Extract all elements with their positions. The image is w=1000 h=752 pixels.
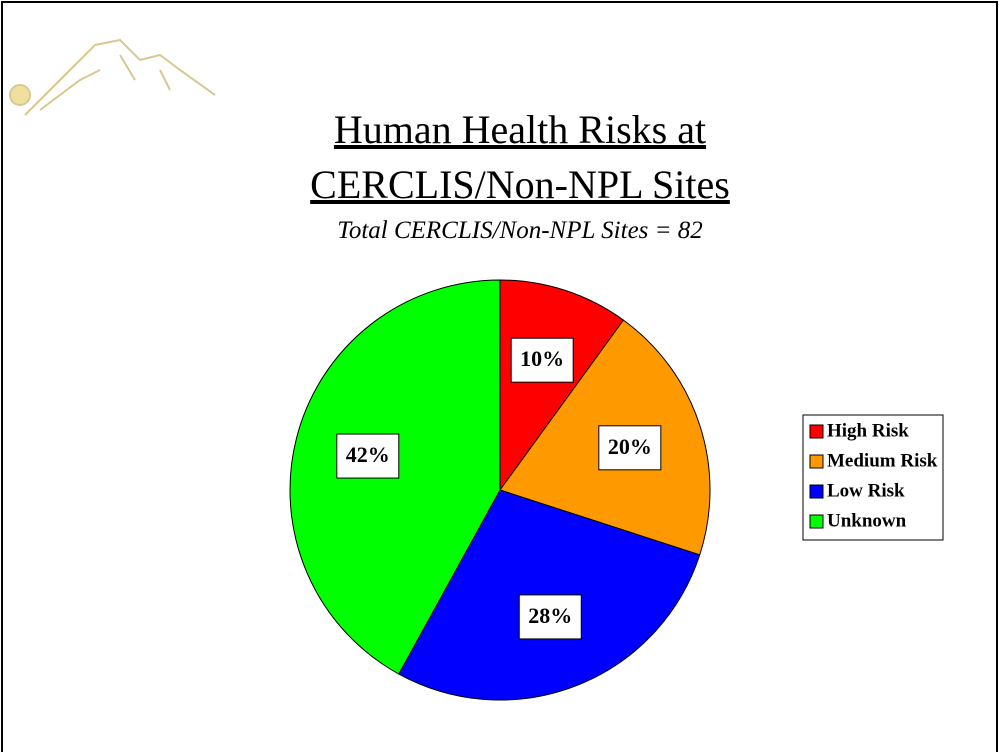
- legend-label: Unknown: [827, 510, 907, 531]
- legend-box: [802, 414, 944, 541]
- data-label-box: [336, 433, 400, 479]
- legend-swatch: [809, 514, 824, 529]
- data-label: 20%: [608, 434, 652, 459]
- legend-swatch: [809, 484, 824, 499]
- data-label: 42%: [346, 442, 390, 467]
- legend-label: High Risk: [827, 420, 909, 441]
- legend-label: Medium Risk: [827, 450, 938, 471]
- chart-subtitle: Total CERCLIS/Non-NPL Sites = 82: [337, 217, 703, 244]
- legend-label: Low Risk: [827, 480, 905, 501]
- data-label-box: [510, 337, 574, 383]
- logo: [9, 38, 216, 116]
- data-label: 10%: [520, 346, 564, 371]
- pie-slice: [499, 279, 625, 492]
- chart-title: Human Health Risks at CERCLIS/Non-NPL Si…: [310, 107, 730, 207]
- legend-swatch: [809, 424, 824, 439]
- data-label: 28%: [528, 603, 572, 628]
- data-label-box: [598, 425, 662, 471]
- legend-swatch: [809, 454, 824, 469]
- data-label-box: [518, 594, 582, 640]
